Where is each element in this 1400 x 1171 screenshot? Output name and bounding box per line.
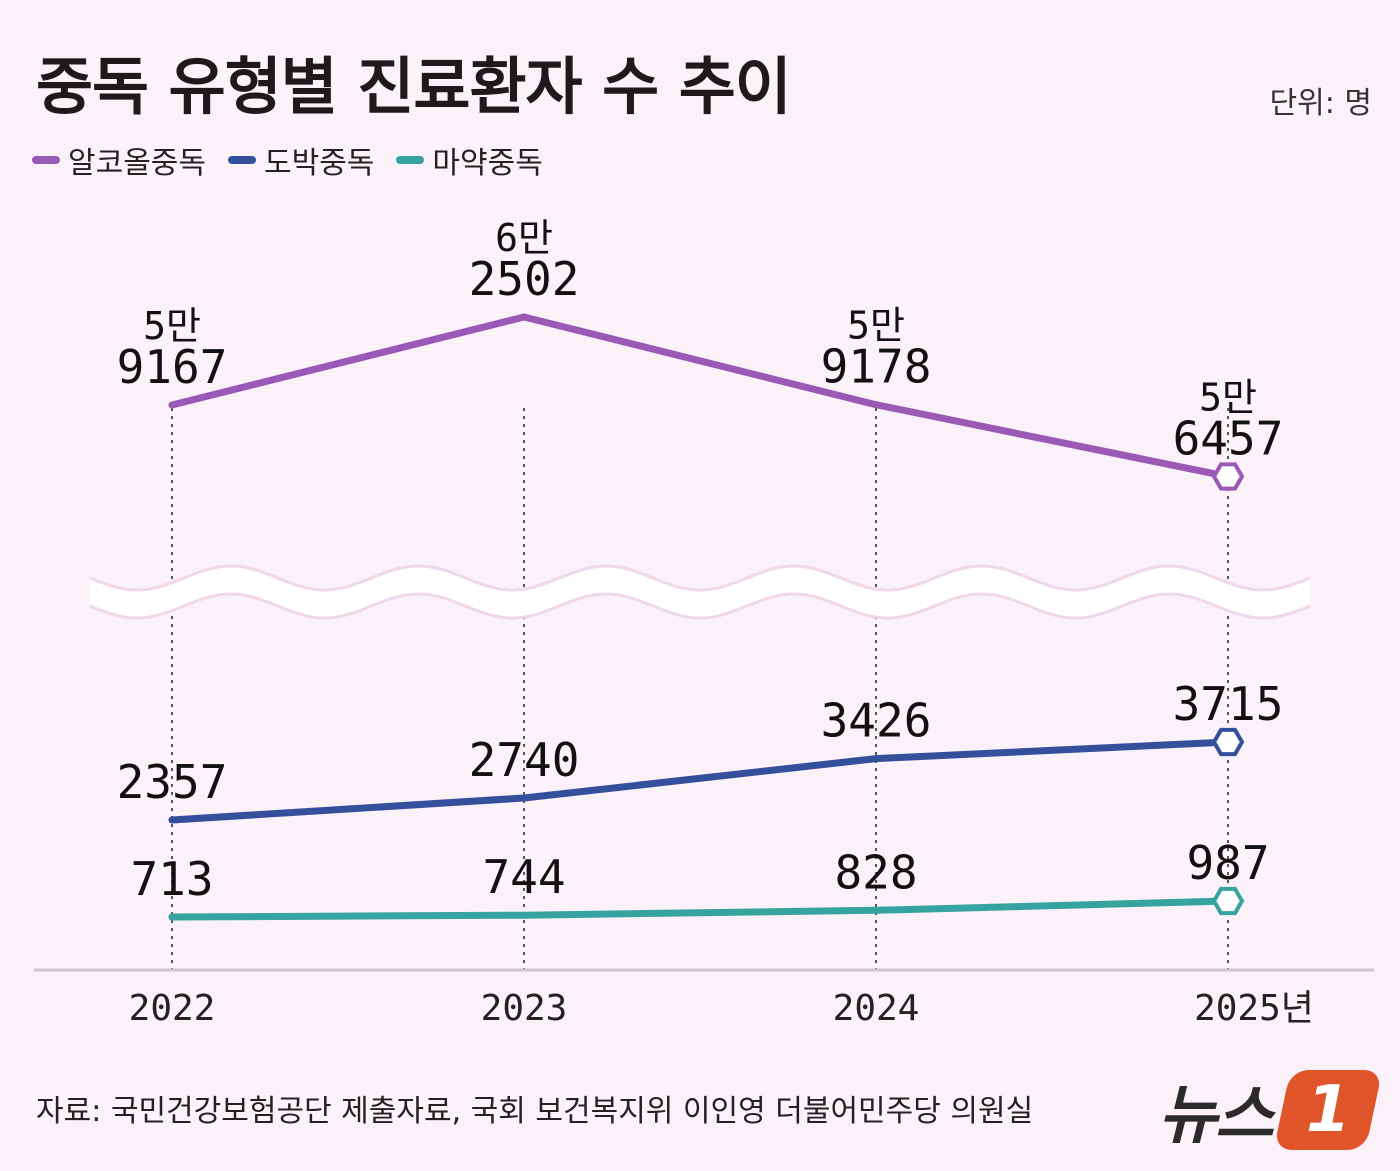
data-label-gambling-1: 2740 [469,733,580,787]
data-point-gambling-3 [1211,727,1245,757]
x-tick-label-2: 2024 [833,988,920,1029]
x-tick-label-3: 2025년 [1194,988,1314,1029]
legend-swatch-alcohol [32,156,60,164]
legend-item-drug: 마약중독 [396,138,543,182]
data-label-alcohol-2-1: 9178 [821,340,932,394]
series-line-drug [168,897,1232,921]
data-label-alcohol-3-0: 5만 [1199,376,1257,420]
data-point-alcohol-0 [168,401,176,409]
data-point-drug-2 [872,906,880,914]
source-note: 자료: 국민건강보험공단 제출자료, 국회 보건복지위 이인영 더불어민주당 의… [36,1094,1034,1129]
news1-logo: 뉴스 1 [1158,1064,1383,1156]
data-label-gambling-3: 3715 [1173,677,1284,731]
axis-break-edge-top [89,564,1311,592]
data-label-alcohol-0-1: 9167 [117,340,228,394]
data-point-alcohol-1 [520,313,528,321]
x-tick-label-1: 2023 [481,988,568,1029]
data-point-alcohol-3 [1211,462,1245,491]
data-point-gambling-0 [168,816,176,824]
data-label-alcohol-1-1: 2502 [469,252,580,306]
series-line-alcohol [168,313,1232,481]
series-line-gambling [168,738,1232,824]
axis-break-band [90,566,1310,618]
data-point-gambling-1 [520,794,528,802]
data-label-gambling-0: 2357 [117,755,228,809]
data-label-alcohol-0-0: 5만 [143,304,201,348]
data-label-alcohol-3-1: 6457 [1173,412,1284,466]
axis-break-edge-bottom [89,592,1311,620]
legend-swatch-drug [396,156,425,164]
data-label-drug-1: 744 [482,850,565,904]
logo-badge-number: 1 [1305,1073,1351,1147]
data-label-alcohol-1-0: 6만 [495,216,553,260]
line-chart: 2022 2023 2024 2025년5만91676만25025만91785만645… [34,216,1374,1029]
data-label-drug-0: 713 [130,852,213,906]
x-tick-label-0: 2022 [129,988,216,1029]
legend-item-alcohol: 알코올중독 [32,138,206,182]
data-label-drug-3: 987 [1186,836,1269,890]
legend-label-gambling: 도박중독 [264,146,375,181]
chart-title: 중독 유형별 진료환자 수 추이 [36,50,792,123]
data-point-drug-0 [168,913,176,921]
logo-text: 뉴스 [1158,1079,1274,1153]
legend-swatch-gambling [228,156,256,164]
unit-label: 단위: 명 [1269,86,1372,121]
data-point-drug-3 [1211,886,1245,916]
data-point-alcohol-2 [872,401,880,409]
data-label-alcohol-2-0: 5만 [847,304,905,348]
data-label-drug-2: 828 [834,845,917,899]
data-point-gambling-2 [872,755,880,763]
logo-badge: 1 [1273,1070,1383,1150]
legend-label-drug: 마약중독 [432,146,543,181]
data-point-drug-1 [520,911,528,919]
legend: 알코올중독 도박중독 마약중독 [32,138,543,182]
legend-item-gambling: 도박중독 [228,138,374,182]
legend-label-alcohol: 알코올중독 [68,146,206,181]
data-label-gambling-2: 3426 [821,694,932,748]
